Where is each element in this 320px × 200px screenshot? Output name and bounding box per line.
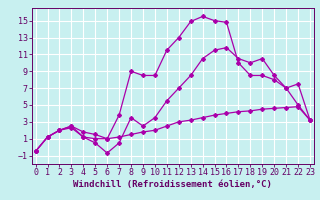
X-axis label: Windchill (Refroidissement éolien,°C): Windchill (Refroidissement éolien,°C) [73, 180, 272, 189]
